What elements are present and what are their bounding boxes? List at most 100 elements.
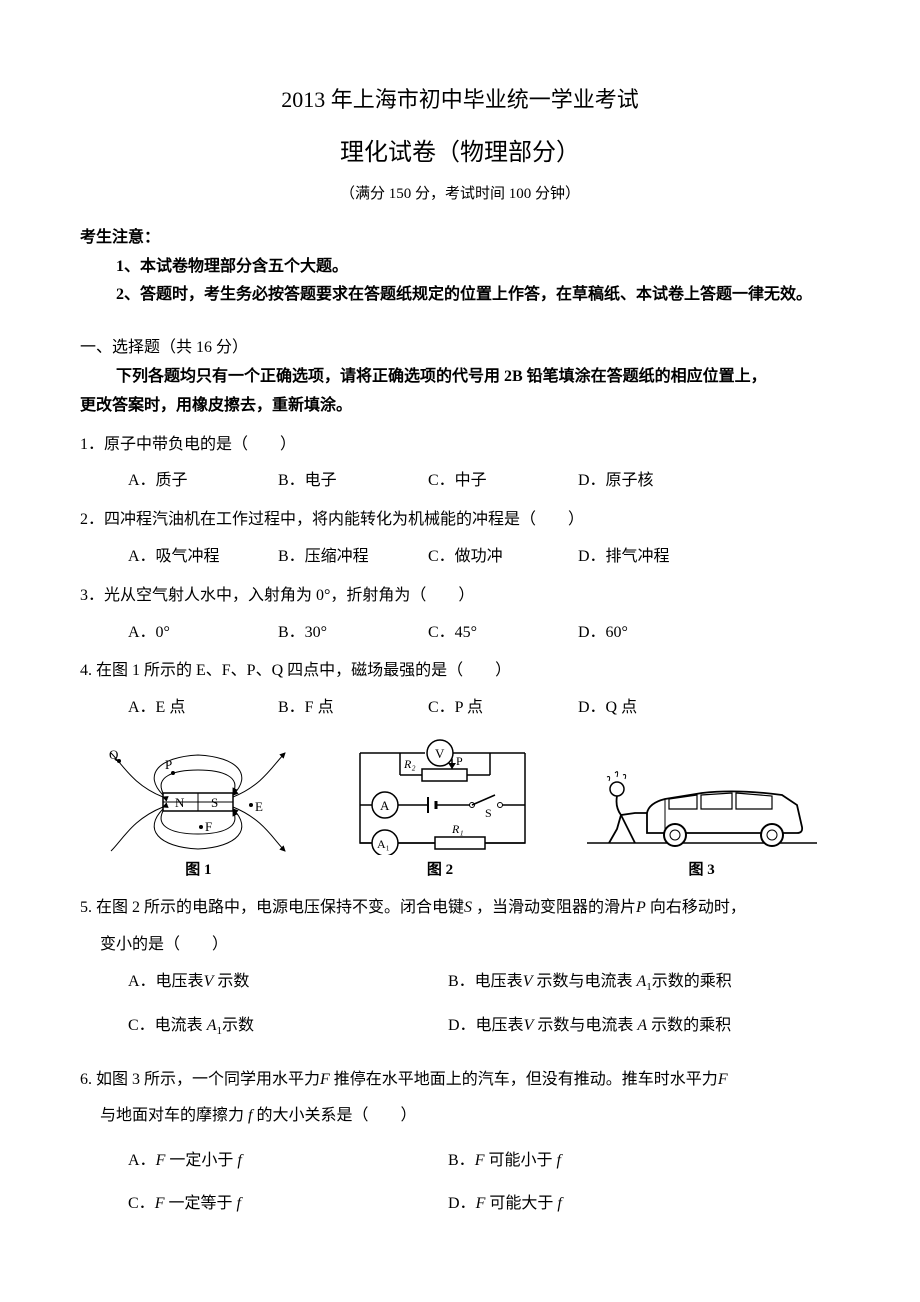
- question-4-stem: 4. 在图 1 所示的 E、F、P、Q 四点中，磁场最强的是（ ）: [80, 657, 840, 686]
- q6-line2-pre: 与地面对车的摩擦力: [100, 1107, 244, 1124]
- q6-line2-post: 的大小关系是（ ）: [256, 1107, 416, 1124]
- question-6-options: A．F 一定小于 f B．F 可能小于 f C．F 一定等于 f D．F 可能大…: [80, 1147, 840, 1233]
- q5-option-d: D．电压表V 示数与电流表 A 示数的乘积: [448, 1012, 768, 1042]
- q5b-mid: 示数与电流表: [532, 973, 636, 990]
- figure-2-circuit-icon: V P R₂ A: [340, 735, 540, 855]
- q5-option-a: A．电压表V 示数: [128, 968, 448, 998]
- figure-1-caption: 图 1: [185, 857, 211, 884]
- exam-score-time: （满分 150 分，考试时间 100 分钟）: [80, 181, 840, 208]
- fig1-label-p: P: [165, 757, 172, 772]
- q6d-mid: 可能大于: [485, 1195, 557, 1212]
- q5-stem-post: 向右移动时，: [646, 899, 746, 916]
- q5a-v: V: [204, 973, 214, 990]
- section-1-instruction-line1: 下列各题均只有一个正确选项，请将正确选项的代号用 2B 铅笔填涂在答题纸的相应位…: [80, 363, 840, 392]
- q1-option-c: C．中子: [428, 467, 578, 496]
- fig2-label-p: P: [456, 754, 463, 768]
- q6-stem-f1: F: [320, 1071, 330, 1088]
- q6d-f: f: [557, 1195, 561, 1212]
- q6b-mid: 可能小于: [484, 1152, 556, 1169]
- q5a-pre: A．电压表: [128, 973, 204, 990]
- q5a-post: 示数: [213, 973, 249, 990]
- q1-option-b: B．电子: [278, 467, 428, 496]
- q6d-pre: D．: [448, 1195, 476, 1212]
- q5d-pre: D．电压表: [448, 1017, 524, 1034]
- q6a-f: f: [237, 1152, 241, 1169]
- q1-option-a: A．质子: [128, 467, 278, 496]
- q6-stem-pre: 6. 如图 3 所示，一个同学用水平力: [80, 1071, 320, 1088]
- q4-option-d: D．Q 点: [578, 694, 728, 723]
- q6d-F: F: [476, 1195, 486, 1212]
- q5c-post: 示数: [222, 1017, 254, 1034]
- figure-3-car-icon: [587, 755, 817, 855]
- exam-title-year: 2013 年上海市初中毕业统一学业考试: [80, 80, 840, 120]
- q6c-f: f: [236, 1195, 240, 1212]
- fig2-label-v: V: [435, 746, 445, 761]
- figure-2-block: V P R₂ A: [340, 735, 540, 884]
- q6a-F: F: [156, 1152, 166, 1169]
- fig1-label-e: E: [255, 799, 263, 814]
- q3-option-d: D．60°: [578, 619, 728, 648]
- q5d-mid: 示数与电流表: [533, 1017, 637, 1034]
- q5b-v: V: [523, 973, 533, 990]
- q6c-F: F: [155, 1195, 165, 1212]
- fig2-label-a: A: [380, 798, 390, 813]
- q4-option-c: C．P 点: [428, 694, 578, 723]
- q6-line2-f: f: [244, 1107, 256, 1124]
- q2-option-b: B．压缩冲程: [278, 543, 428, 572]
- q6b-pre: B．: [448, 1152, 475, 1169]
- question-3-options: A．0° B．30° C．45° D．60°: [80, 619, 840, 648]
- q2-option-a: A．吸气冲程: [128, 543, 278, 572]
- q6-option-a: A．F 一定小于 f: [128, 1147, 448, 1176]
- q5b-pre: B．电压表: [448, 973, 523, 990]
- q5-stem-s: S: [464, 899, 472, 916]
- q6-option-d: D．F 可能大于 f: [448, 1190, 768, 1219]
- q6a-mid: 一定小于: [165, 1152, 237, 1169]
- q6b-F: F: [475, 1152, 485, 1169]
- q6-stem-f2: F: [718, 1071, 728, 1088]
- q5-option-c: C．电流表 A1示数: [128, 1012, 448, 1042]
- q4-option-a: A．E 点: [128, 694, 278, 723]
- q6c-pre: C．: [128, 1195, 155, 1212]
- fig1-label-f: F: [205, 819, 212, 834]
- question-5-stem: 5. 在图 2 所示的电路中，电源电压保持不变。闭合电键S ，当滑动变阻器的滑片…: [80, 894, 840, 923]
- question-4-options: A．E 点 B．F 点 C．P 点 D．Q 点: [80, 694, 840, 723]
- fig2-label-r1: R₁: [451, 822, 464, 836]
- fig2-label-s: S: [485, 806, 492, 820]
- question-6-stem: 6. 如图 3 所示，一个同学用水平力F 推停在水平地面上的汽车，但没有推动。推…: [80, 1066, 840, 1095]
- section-1-heading: 一、选择题（共 16 分）: [80, 334, 840, 363]
- notice-item-2: 2、答题时，考生务必按答题要求在答题纸规定的位置上作答，在草稿纸、本试卷上答题一…: [80, 281, 840, 310]
- q1-option-d: D．原子核: [578, 467, 728, 496]
- question-2-options: A．吸气冲程 B．压缩冲程 C．做功冲 D．排气冲程: [80, 543, 840, 572]
- figure-1-magnet-icon: N S P Q E F: [103, 745, 293, 855]
- q5d-v: V: [524, 1017, 534, 1034]
- q2-option-c: C．做功冲: [428, 543, 578, 572]
- question-2-stem: 2．四冲程汽油机在工作过程中，将内能转化为机械能的冲程是（ ）: [80, 506, 840, 535]
- q5-stem-line2: 变小的是（ ）: [80, 931, 840, 960]
- q3-option-c: C．45°: [428, 619, 578, 648]
- q6c-mid: 一定等于: [164, 1195, 236, 1212]
- q5d-post: 示数的乘积: [647, 1017, 731, 1034]
- section-1-instruction-line2: 更改答案时，用橡皮擦去，重新填涂。: [80, 392, 840, 421]
- fig2-label-r2: R₂: [403, 757, 416, 771]
- notice-item-1: 1、本试卷物理部分含五个大题。: [80, 253, 840, 282]
- q3-option-a: A．0°: [128, 619, 278, 648]
- question-3-stem: 3．光从空气射人水中，入射角为 0°，折射角为（ ）: [80, 582, 840, 611]
- q2-option-d: D．排气冲程: [578, 543, 728, 572]
- q3-option-b: B．30°: [278, 619, 428, 648]
- notice-heading: 考生注意：: [80, 224, 840, 253]
- q6-option-b: B．F 可能小于 f: [448, 1147, 768, 1176]
- figure-3-caption: 图 3: [689, 857, 715, 884]
- q4-option-b: B．F 点: [278, 694, 428, 723]
- q6a-pre: A．: [128, 1152, 156, 1169]
- q5c-pre: C．电流表: [128, 1017, 207, 1034]
- exam-title-subject: 理化试卷（物理部分）: [80, 132, 840, 175]
- question-1-options: A．质子 B．电子 C．中子 D．原子核: [80, 467, 840, 496]
- q5-stem-pre: 5. 在图 2 所示的电路中，电源电压保持不变。闭合电键: [80, 899, 464, 916]
- q5-stem-mid: ，当滑动变阻器的滑片: [472, 899, 636, 916]
- figure-2-caption: 图 2: [427, 857, 453, 884]
- figure-1-block: N S P Q E F 图 1: [103, 745, 293, 884]
- question-1-stem: 1．原子中带负电的是（ ）: [80, 431, 840, 460]
- fig2-label-a1: A₁: [377, 837, 390, 851]
- figure-3-block: 图 3: [587, 755, 817, 884]
- q5b-a1: A: [636, 973, 646, 990]
